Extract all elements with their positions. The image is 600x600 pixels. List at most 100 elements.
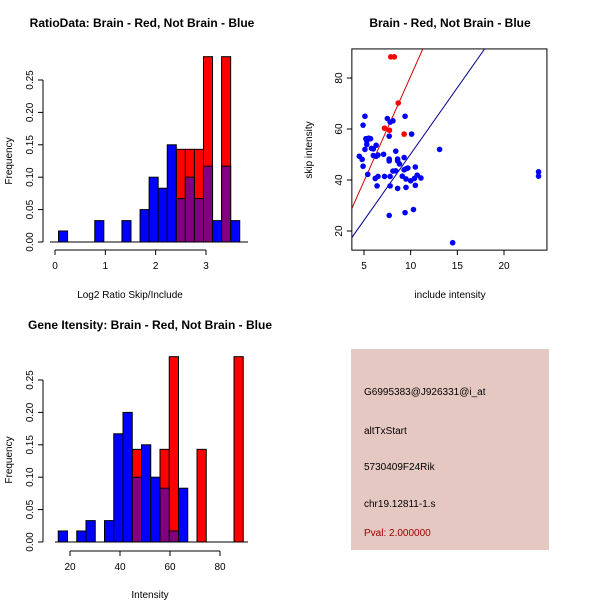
point-not-brain bbox=[392, 148, 399, 154]
ratio-histogram: 0 1 2 3 0.00 0.05 0.10 0.15 0.20 0.25 bbox=[25, 56, 248, 272]
info-event: altTxStart bbox=[364, 426, 407, 437]
y-tick-label: 0.10 bbox=[25, 167, 36, 187]
point-not-brain bbox=[402, 113, 408, 120]
point-not-brain bbox=[362, 113, 368, 120]
bar-brain bbox=[233, 356, 244, 543]
bar-brain bbox=[196, 448, 207, 543]
point-not-brain bbox=[387, 183, 393, 189]
point-not-brain bbox=[412, 164, 419, 170]
x-tick-label: 20 bbox=[498, 261, 510, 272]
x-tick-label: 2 bbox=[153, 261, 159, 272]
bar-overlap bbox=[131, 476, 142, 543]
bar-not-brain bbox=[150, 476, 161, 543]
point-brain bbox=[381, 125, 388, 132]
bar-brain bbox=[168, 356, 179, 543]
intensity-hist-title: Gene Itensity: Brain - Red, Not Brain - … bbox=[28, 318, 272, 332]
y-tick-label: 80 bbox=[334, 72, 345, 84]
bar-overlap bbox=[168, 530, 179, 543]
x-tick-label: 80 bbox=[214, 562, 226, 573]
y-tick-label: 0.05 bbox=[25, 499, 36, 519]
y-tick-label: 0.20 bbox=[25, 402, 36, 422]
bar-not-brain bbox=[113, 433, 124, 543]
x-tick-label: 15 bbox=[452, 261, 464, 272]
info-panel bbox=[351, 349, 549, 550]
bar-overlap bbox=[159, 487, 170, 543]
point-not-brain bbox=[436, 146, 443, 153]
x-tick-label: 0 bbox=[52, 261, 58, 272]
point-not-brain bbox=[387, 173, 393, 180]
bar-not-brain bbox=[122, 411, 133, 543]
point-not-brain bbox=[360, 163, 366, 170]
ratio-hist-xlabel: Log2 Ratio Skip/Include bbox=[77, 290, 183, 301]
y-tick-label: 0.10 bbox=[25, 467, 36, 487]
x-tick-label: 1 bbox=[103, 261, 109, 272]
info-pval: Pval: 2.000000 bbox=[364, 528, 431, 539]
point-not-brain bbox=[411, 175, 418, 182]
info-probe: G6995383@J926331@i_at bbox=[364, 387, 486, 398]
point-not-brain bbox=[535, 169, 542, 175]
x-tick-label: 5 bbox=[361, 261, 367, 272]
bar-overlap bbox=[184, 176, 195, 243]
x-tick-label: 10 bbox=[405, 261, 417, 272]
bar-overlap bbox=[202, 165, 214, 243]
y-tick-label: 0.15 bbox=[25, 135, 36, 155]
plot-box bbox=[351, 48, 548, 251]
point-not-brain bbox=[381, 173, 388, 180]
x-tick-label: 60 bbox=[164, 562, 176, 573]
scatter-title: Brain - Red, Not Brain - Blue bbox=[369, 16, 531, 30]
point-not-brain bbox=[375, 152, 381, 158]
point-brain bbox=[401, 131, 407, 137]
bar-not-brain bbox=[166, 144, 177, 243]
y-tick-label: 0.00 bbox=[25, 532, 36, 552]
bar-overlap bbox=[175, 198, 186, 243]
bar-not-brain bbox=[104, 520, 115, 543]
y-tick-label: 0.15 bbox=[25, 435, 36, 455]
bar-not-brain bbox=[58, 230, 69, 243]
info-gene: 5730409F24Rik bbox=[364, 462, 436, 473]
scatter-ylabel: skip intensity bbox=[304, 121, 315, 178]
y-tick-label: 0.25 bbox=[25, 370, 36, 390]
point-not-brain bbox=[364, 171, 371, 178]
y-tick-label: 60 bbox=[334, 123, 345, 135]
point-not-brain bbox=[403, 176, 409, 182]
point-not-brain bbox=[373, 142, 379, 149]
ratio-hist-ylabel: Frequency bbox=[4, 137, 15, 184]
bar-not-brain bbox=[139, 209, 150, 243]
point-not-brain bbox=[396, 161, 403, 167]
point-not-brain bbox=[380, 151, 387, 158]
point-not-brain bbox=[386, 133, 393, 139]
y-tick-label: 20 bbox=[334, 225, 345, 237]
bar-not-brain bbox=[141, 444, 152, 543]
point-not-brain bbox=[386, 212, 393, 219]
info-location: chr19.12811-1.s bbox=[364, 499, 436, 510]
point-not-brain bbox=[390, 118, 396, 124]
point-not-brain bbox=[403, 184, 409, 191]
bar-overlap bbox=[193, 198, 204, 243]
point-not-brain bbox=[402, 209, 408, 216]
point-not-brain bbox=[535, 173, 542, 179]
y-tick-label: 0.25 bbox=[25, 70, 36, 90]
point-not-brain bbox=[394, 185, 401, 192]
scatter-plot: 5 10 15 20 20 40 60 80 bbox=[334, 48, 548, 272]
bar-not-brain bbox=[94, 220, 105, 243]
intensity-histogram: 20 40 60 80 0.00 0.05 0.10 0.15 0.20 0.25 bbox=[25, 356, 248, 573]
scatter-xlabel: include intensity bbox=[414, 290, 485, 301]
point-not-brain bbox=[410, 206, 417, 213]
intensity-hist-ylabel: Frequency bbox=[4, 436, 15, 483]
intensity-hist-xlabel: Intensity bbox=[131, 590, 168, 600]
y-tick-label: 0.05 bbox=[25, 199, 36, 219]
point-not-brain bbox=[408, 131, 415, 137]
point-brain bbox=[386, 127, 393, 134]
x-tick-label: 3 bbox=[203, 261, 209, 272]
point-not-brain bbox=[374, 183, 380, 189]
ratio-hist-title: RatioData: Brain - Red, Not Brain - Blue bbox=[30, 16, 255, 30]
point-not-brain bbox=[449, 239, 456, 246]
point-not-brain bbox=[375, 173, 381, 180]
point-not-brain bbox=[359, 156, 365, 163]
point-not-brain bbox=[364, 138, 370, 144]
point-brain bbox=[395, 100, 402, 106]
point-not-brain bbox=[405, 165, 411, 171]
y-tick-label: 0.20 bbox=[25, 102, 36, 122]
point-not-brain bbox=[412, 182, 419, 189]
